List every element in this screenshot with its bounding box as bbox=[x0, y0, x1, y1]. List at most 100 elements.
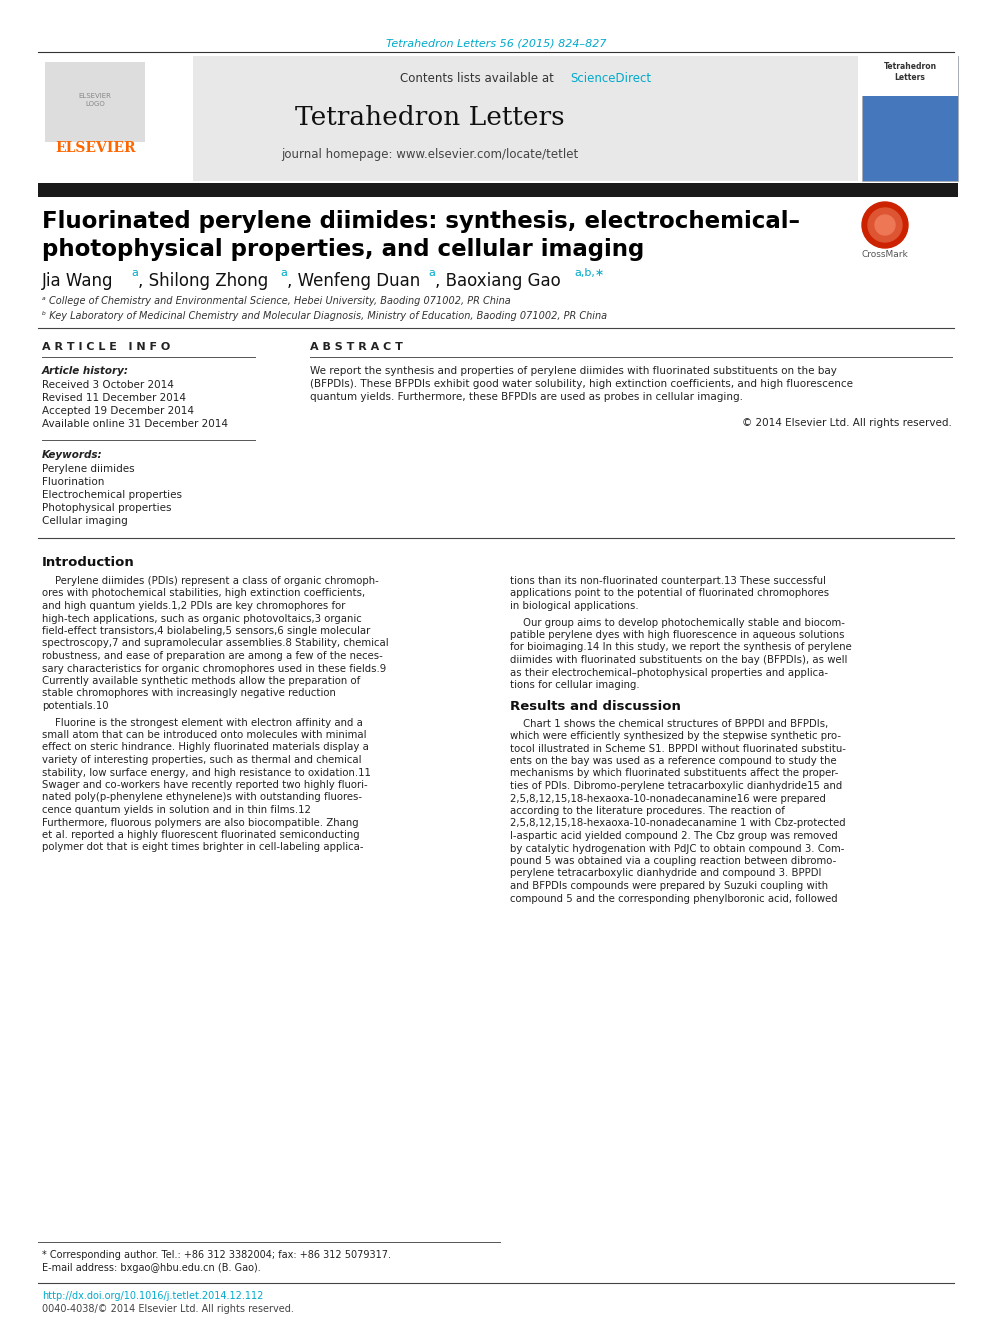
Text: ties of PDIs. Dibromo-perylene tetracarboxylic dianhydride15 and: ties of PDIs. Dibromo-perylene tetracarb… bbox=[510, 781, 842, 791]
Text: Introduction: Introduction bbox=[42, 556, 135, 569]
Text: 0040-4038/© 2014 Elsevier Ltd. All rights reserved.: 0040-4038/© 2014 Elsevier Ltd. All right… bbox=[42, 1304, 294, 1314]
Text: ents on the bay was used as a reference compound to study the: ents on the bay was used as a reference … bbox=[510, 755, 836, 766]
Text: field-effect transistors,4 biolabeling,5 sensors,6 single molecular: field-effect transistors,4 biolabeling,5… bbox=[42, 626, 370, 636]
Bar bbox=[38, 183, 958, 197]
Text: for bioimaging.14 In this study, we report the synthesis of perylene: for bioimaging.14 In this study, we repo… bbox=[510, 643, 852, 652]
Text: which were efficiently synthesized by the stepwise synthetic pro-: which were efficiently synthesized by th… bbox=[510, 732, 841, 741]
Text: (BFPDIs). These BFPDIs exhibit good water solubility, high extinction coefficien: (BFPDIs). These BFPDIs exhibit good wate… bbox=[310, 378, 853, 389]
Text: Fluorine is the strongest element with electron affinity and a: Fluorine is the strongest element with e… bbox=[42, 717, 363, 728]
Text: , Shilong Zhong: , Shilong Zhong bbox=[138, 273, 268, 290]
Circle shape bbox=[868, 208, 902, 242]
Text: high-tech applications, such as organic photovoltaics,3 organic: high-tech applications, such as organic … bbox=[42, 614, 362, 623]
Circle shape bbox=[862, 202, 908, 247]
Text: polymer dot that is eight times brighter in cell-labeling applica-: polymer dot that is eight times brighter… bbox=[42, 843, 363, 852]
Text: Revised 11 December 2014: Revised 11 December 2014 bbox=[42, 393, 186, 404]
Text: tions than its non-fluorinated counterpart.13 These successful: tions than its non-fluorinated counterpa… bbox=[510, 576, 826, 586]
Text: Contents lists available at: Contents lists available at bbox=[400, 71, 558, 85]
Text: tocol illustrated in Scheme S1. BPPDI without fluorinated substitu-: tocol illustrated in Scheme S1. BPPDI wi… bbox=[510, 744, 846, 754]
Text: Tetrahedron: Tetrahedron bbox=[884, 62, 936, 71]
Text: Received 3 October 2014: Received 3 October 2014 bbox=[42, 380, 174, 390]
Text: mechanisms by which fluorinated substituents affect the proper-: mechanisms by which fluorinated substitu… bbox=[510, 769, 838, 778]
Text: a: a bbox=[428, 269, 434, 278]
Text: Fluorination: Fluorination bbox=[42, 478, 104, 487]
Text: by catalytic hydrogenation with PdJC to obtain compound 3. Com-: by catalytic hydrogenation with PdJC to … bbox=[510, 844, 844, 853]
Text: robustness, and ease of preparation are among a few of the neces-: robustness, and ease of preparation are … bbox=[42, 651, 383, 662]
Text: Letters: Letters bbox=[895, 73, 926, 82]
Text: a: a bbox=[131, 269, 138, 278]
Text: Chart 1 shows the chemical structures of BPPDI and BFPDIs,: Chart 1 shows the chemical structures of… bbox=[510, 718, 828, 729]
Text: photophysical properties, and cellular imaging: photophysical properties, and cellular i… bbox=[42, 238, 644, 261]
Text: and BFPDIs compounds were prepared by Suzuki coupling with: and BFPDIs compounds were prepared by Su… bbox=[510, 881, 828, 890]
Text: a,b,∗: a,b,∗ bbox=[574, 269, 604, 278]
Text: Electrochemical properties: Electrochemical properties bbox=[42, 490, 182, 500]
Text: Article history:: Article history: bbox=[42, 366, 129, 376]
Text: Swager and co-workers have recently reported two highly fluori-: Swager and co-workers have recently repo… bbox=[42, 781, 368, 790]
Text: and high quantum yields.1,2 PDIs are key chromophores for: and high quantum yields.1,2 PDIs are key… bbox=[42, 601, 345, 611]
Text: diimides with fluorinated substituents on the bay (BFPDIs), as well: diimides with fluorinated substituents o… bbox=[510, 655, 847, 665]
Text: Currently available synthetic methods allow the preparation of: Currently available synthetic methods al… bbox=[42, 676, 360, 687]
Bar bbox=[862, 56, 958, 181]
Text: tions for cellular imaging.: tions for cellular imaging. bbox=[510, 680, 640, 691]
Text: A B S T R A C T: A B S T R A C T bbox=[310, 343, 403, 352]
Text: Our group aims to develop photochemically stable and biocom-: Our group aims to develop photochemicall… bbox=[510, 618, 845, 627]
Text: ScienceDirect: ScienceDirect bbox=[570, 71, 651, 85]
Text: as their electrochemical–photophysical properties and applica-: as their electrochemical–photophysical p… bbox=[510, 668, 828, 677]
Text: © 2014 Elsevier Ltd. All rights reserved.: © 2014 Elsevier Ltd. All rights reserved… bbox=[742, 418, 952, 429]
Bar bbox=[45, 62, 145, 142]
Text: , Baoxiang Gao: , Baoxiang Gao bbox=[435, 273, 560, 290]
Text: Tetrahedron Letters 56 (2015) 824–827: Tetrahedron Letters 56 (2015) 824–827 bbox=[386, 38, 606, 48]
Text: perylene tetracarboxylic dianhydride and compound 3. BPPDI: perylene tetracarboxylic dianhydride and… bbox=[510, 868, 821, 878]
Text: E-mail address: bxgao@hbu.edu.cn (B. Gao).: E-mail address: bxgao@hbu.edu.cn (B. Gao… bbox=[42, 1263, 261, 1273]
Bar bbox=[38, 56, 858, 181]
Text: 2,5,8,12,15,18-hexaoxa-10-nonadecanamine 1 with Cbz-protected: 2,5,8,12,15,18-hexaoxa-10-nonadecanamine… bbox=[510, 819, 845, 828]
Text: http://dx.doi.org/10.1016/j.tetlet.2014.12.112: http://dx.doi.org/10.1016/j.tetlet.2014.… bbox=[42, 1291, 263, 1301]
Bar bbox=[862, 56, 958, 97]
Text: We report the synthesis and properties of perylene diimides with fluorinated sub: We report the synthesis and properties o… bbox=[310, 366, 837, 376]
Text: Perylene diimides: Perylene diimides bbox=[42, 464, 135, 474]
Text: pound 5 was obtained via a coupling reaction between dibromo-: pound 5 was obtained via a coupling reac… bbox=[510, 856, 836, 867]
Text: cence quantum yields in solution and in thin films.12: cence quantum yields in solution and in … bbox=[42, 804, 310, 815]
Text: Jia Wang: Jia Wang bbox=[42, 273, 113, 290]
Text: A R T I C L E   I N F O: A R T I C L E I N F O bbox=[42, 343, 171, 352]
Text: stability, low surface energy, and high resistance to oxidation.11: stability, low surface energy, and high … bbox=[42, 767, 371, 778]
Text: stable chromophores with increasingly negative reduction: stable chromophores with increasingly ne… bbox=[42, 688, 336, 699]
Text: in biological applications.: in biological applications. bbox=[510, 601, 639, 611]
Text: , Wenfeng Duan: , Wenfeng Duan bbox=[287, 273, 421, 290]
Text: ᵃ College of Chemistry and Environmental Science, Hebei University, Baoding 0710: ᵃ College of Chemistry and Environmental… bbox=[42, 296, 511, 306]
Text: ores with photochemical stabilities, high extinction coefficients,: ores with photochemical stabilities, hig… bbox=[42, 589, 365, 598]
Text: CrossMark: CrossMark bbox=[862, 250, 909, 259]
Text: Available online 31 December 2014: Available online 31 December 2014 bbox=[42, 419, 228, 429]
Text: compound 5 and the corresponding phenylboronic acid, followed: compound 5 and the corresponding phenylb… bbox=[510, 893, 837, 904]
Text: 2,5,8,12,15,18-hexaoxa-10-nonadecanamine16 were prepared: 2,5,8,12,15,18-hexaoxa-10-nonadecanamine… bbox=[510, 794, 826, 803]
Text: Fluorinated perylene diimides: synthesis, electrochemical–: Fluorinated perylene diimides: synthesis… bbox=[42, 210, 800, 233]
Text: according to the literature procedures. The reaction of: according to the literature procedures. … bbox=[510, 806, 785, 816]
Text: l-aspartic acid yielded compound 2. The Cbz group was removed: l-aspartic acid yielded compound 2. The … bbox=[510, 831, 838, 841]
Text: ELSEVIER: ELSEVIER bbox=[55, 142, 136, 155]
Text: applications point to the potential of fluorinated chromophores: applications point to the potential of f… bbox=[510, 589, 829, 598]
Text: journal homepage: www.elsevier.com/locate/tetlet: journal homepage: www.elsevier.com/locat… bbox=[282, 148, 578, 161]
Text: Perylene diimides (PDIs) represent a class of organic chromoph-: Perylene diimides (PDIs) represent a cla… bbox=[42, 576, 379, 586]
Text: a: a bbox=[280, 269, 287, 278]
Text: patible perylene dyes with high fluorescence in aqueous solutions: patible perylene dyes with high fluoresc… bbox=[510, 630, 844, 640]
Text: Furthermore, fluorous polymers are also biocompatible. Zhang: Furthermore, fluorous polymers are also … bbox=[42, 818, 359, 827]
Text: ᵇ Key Laboratory of Medicinal Chemistry and Molecular Diagnosis, Ministry of Edu: ᵇ Key Laboratory of Medicinal Chemistry … bbox=[42, 311, 607, 321]
Text: quantum yields. Furthermore, these BFPDIs are used as probes in cellular imaging: quantum yields. Furthermore, these BFPDI… bbox=[310, 392, 743, 402]
Text: Photophysical properties: Photophysical properties bbox=[42, 503, 172, 513]
Text: nated poly(p-phenylene ethynelene)s with outstanding fluores-: nated poly(p-phenylene ethynelene)s with… bbox=[42, 792, 362, 803]
Text: Keywords:: Keywords: bbox=[42, 450, 102, 460]
Text: ELSEVIER
LOGO: ELSEVIER LOGO bbox=[78, 94, 111, 106]
Text: Accepted 19 December 2014: Accepted 19 December 2014 bbox=[42, 406, 194, 415]
Bar bbox=[38, 56, 193, 181]
Text: Tetrahedron Letters: Tetrahedron Letters bbox=[296, 105, 564, 130]
Circle shape bbox=[875, 216, 895, 235]
Text: effect on steric hindrance. Highly fluorinated materials display a: effect on steric hindrance. Highly fluor… bbox=[42, 742, 369, 753]
Text: Cellular imaging: Cellular imaging bbox=[42, 516, 128, 527]
Text: variety of interesting properties, such as thermal and chemical: variety of interesting properties, such … bbox=[42, 755, 361, 765]
Text: et al. reported a highly fluorescent fluorinated semiconducting: et al. reported a highly fluorescent flu… bbox=[42, 830, 360, 840]
Text: potentials.10: potentials.10 bbox=[42, 701, 109, 710]
Text: * Corresponding author. Tel.: +86 312 3382004; fax: +86 312 5079317.: * Corresponding author. Tel.: +86 312 33… bbox=[42, 1250, 391, 1259]
Text: sary characteristics for organic chromophores used in these fields.9: sary characteristics for organic chromop… bbox=[42, 664, 386, 673]
Text: spectroscopy,7 and supramolecular assemblies.8 Stability, chemical: spectroscopy,7 and supramolecular assemb… bbox=[42, 639, 389, 648]
Text: small atom that can be introduced onto molecules with minimal: small atom that can be introduced onto m… bbox=[42, 730, 366, 740]
Text: Results and discussion: Results and discussion bbox=[510, 700, 681, 713]
